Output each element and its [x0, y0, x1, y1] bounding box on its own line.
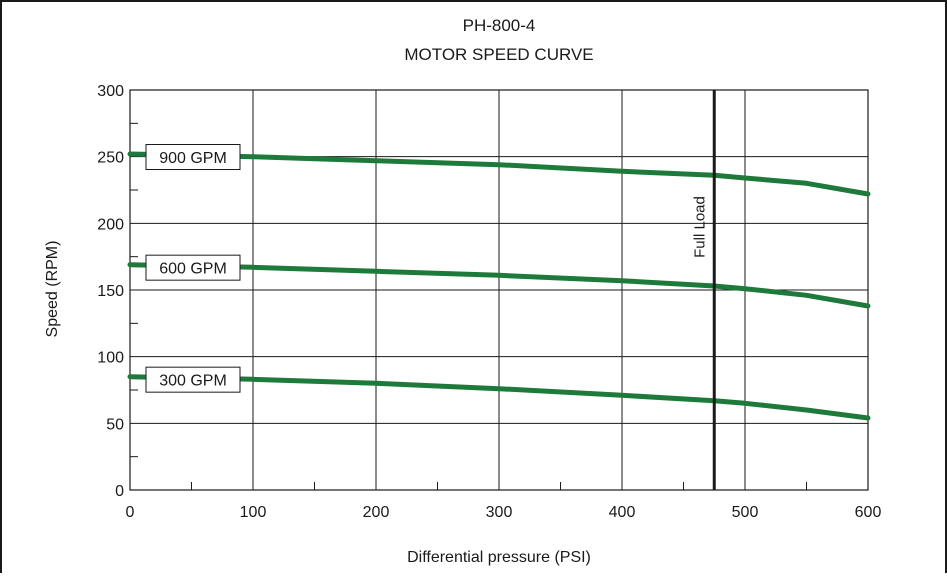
y-tick-label: 150: [97, 283, 124, 300]
grid-layer: [129, 89, 869, 491]
y-tick-label: 300: [97, 83, 124, 100]
labels-layer: 0 100 200 300 400 500 600 0 50 100 150 200 250 300 900…: [97, 83, 881, 521]
y-tick-label: 250: [97, 150, 124, 167]
x-tick-label: 100: [240, 504, 267, 521]
x-tick-label: 400: [609, 504, 636, 521]
chart-subtitle: MOTOR SPEED CURVE: [404, 45, 593, 64]
series-label-box: [145, 366, 241, 393]
series-line-600-gpm: [127, 262, 871, 309]
x-tick-label: 0: [126, 504, 135, 521]
series-label-box: [145, 254, 241, 281]
x-tick-label: 300: [486, 504, 513, 521]
y-tick-label: 0: [115, 483, 124, 500]
series-label: 300 GPM: [159, 373, 227, 390]
series-label-box: [145, 144, 241, 170]
y-tick-label: 100: [97, 350, 124, 367]
x-tick-label: 600: [855, 504, 882, 521]
full-load-label: Full Load: [691, 196, 708, 258]
y-tick-label: 50: [106, 416, 124, 433]
series-label: 600 GPM: [159, 261, 227, 278]
x-axis-label: Differential pressure (PSI): [407, 549, 591, 566]
chart-title: PH-800-4: [463, 16, 536, 35]
series-line-300-gpm: [127, 374, 871, 421]
ticks-layer: [130, 122, 807, 490]
series-line-900-gpm: [127, 151, 871, 197]
x-tick-label: 200: [363, 504, 390, 521]
series-layer: [127, 151, 871, 421]
y-tick-label: 200: [97, 216, 124, 233]
series-label: 900 GPM: [159, 150, 227, 167]
annotation-layer: Full Load: [691, 90, 716, 490]
x-tick-label: 500: [732, 504, 759, 521]
y-axis-label: Speed (RPM): [44, 241, 61, 338]
